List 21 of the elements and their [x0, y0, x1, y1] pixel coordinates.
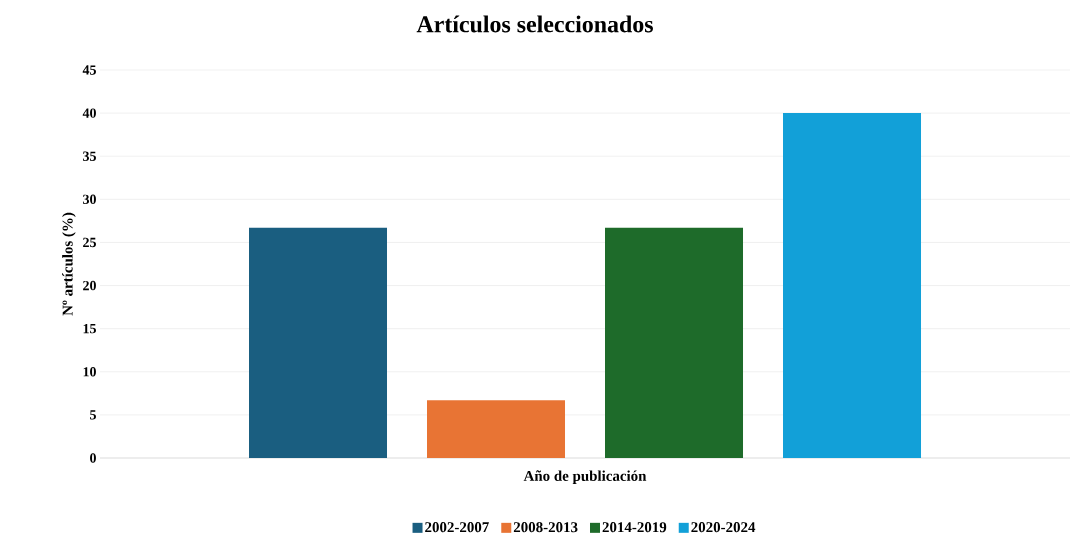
y-tick-label: 25: [83, 237, 96, 248]
bar: [249, 227, 387, 458]
legend-label: 2014-2019: [602, 522, 667, 533]
y-tick-label: 40: [82, 108, 96, 118]
y-tick-label: 35: [83, 151, 96, 161]
y-tick-label: 30: [83, 194, 96, 205]
bar: [605, 227, 744, 458]
legend-label: 2020-2024: [691, 522, 756, 533]
y-axis-title: Nº artículos (%): [62, 212, 76, 316]
y-tick-label: 20: [83, 280, 96, 291]
y-tick-label: 10: [83, 367, 96, 377]
bar: [783, 113, 922, 458]
chart-title: Artículos seleccionados: [416, 15, 653, 33]
y-tick-label: 45: [82, 65, 96, 75]
x-axis-title: Año de publicación: [523, 470, 647, 484]
bar: [427, 400, 565, 458]
y-tick-label: 5: [90, 410, 96, 420]
legend-label: 2002-2007: [425, 522, 489, 533]
y-tick-label: 0: [90, 453, 96, 463]
legend-label: 2008-2013: [513, 522, 578, 533]
y-tick-label: 15: [83, 323, 96, 334]
